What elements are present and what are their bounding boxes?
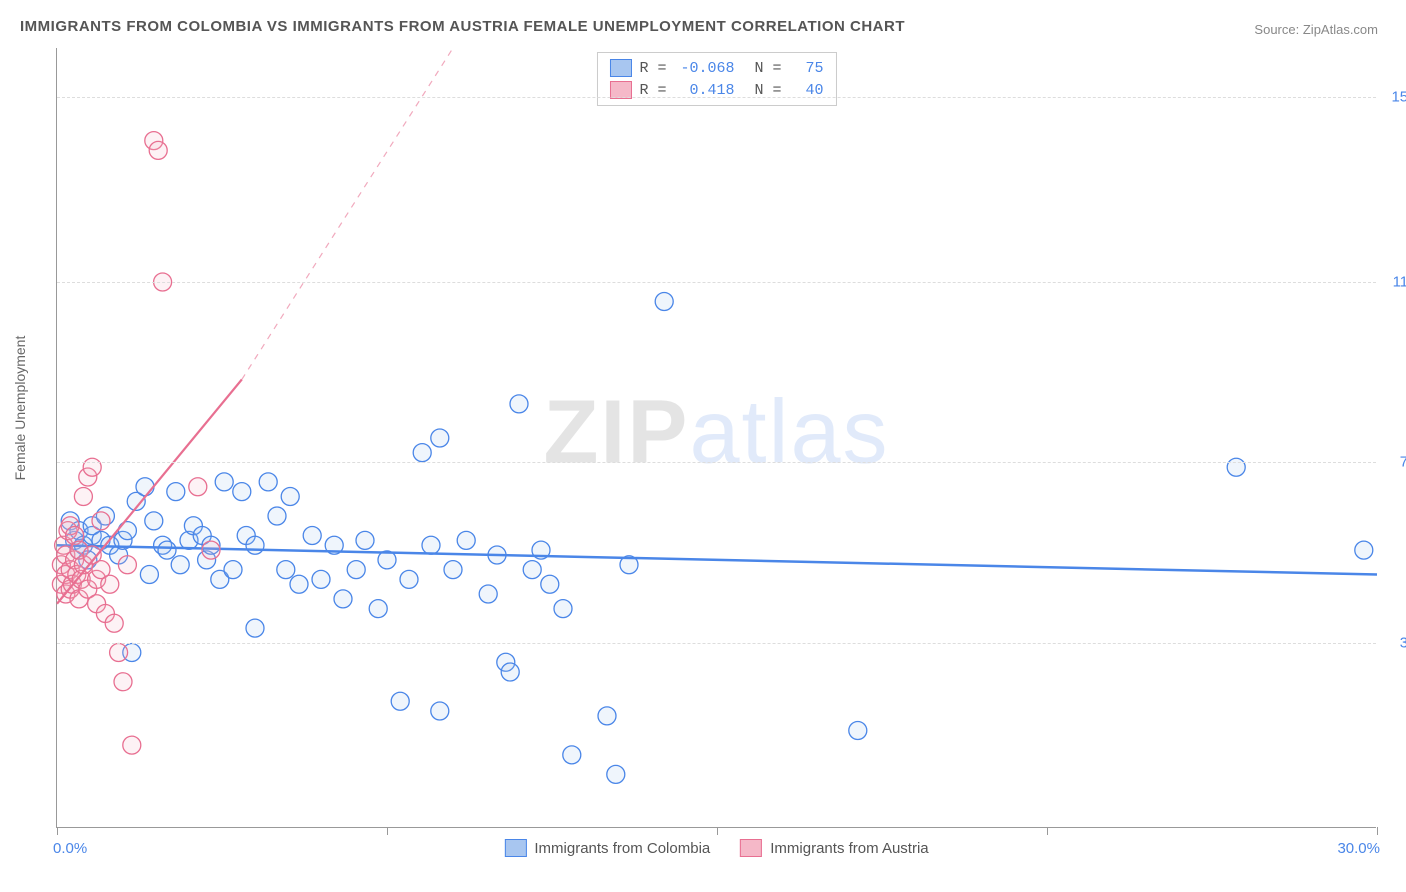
data-point[interactable] (114, 673, 132, 691)
data-point[interactable] (259, 473, 277, 491)
data-point[interactable] (431, 702, 449, 720)
source-value: ZipAtlas.com (1303, 22, 1378, 37)
x-axis-min-label: 0.0% (53, 840, 87, 857)
data-point[interactable] (849, 722, 867, 740)
source-attribution: Source: ZipAtlas.com (1254, 22, 1378, 37)
data-point[interactable] (167, 483, 185, 501)
legend-r-label: R = (639, 60, 666, 77)
data-point[interactable] (523, 561, 541, 579)
data-point[interactable] (83, 458, 101, 476)
scatter-svg (57, 48, 1376, 827)
data-point[interactable] (369, 600, 387, 618)
legend-series-label: Immigrants from Colombia (534, 840, 710, 857)
legend-swatch (740, 839, 762, 857)
data-point[interactable] (268, 507, 286, 525)
data-point[interactable] (312, 570, 330, 588)
data-point[interactable] (391, 692, 409, 710)
gridline (57, 97, 1376, 98)
legend-swatch (609, 59, 631, 77)
legend-r-value: -0.068 (675, 60, 735, 77)
data-point[interactable] (158, 541, 176, 559)
data-point[interactable] (400, 570, 418, 588)
data-point[interactable] (510, 395, 528, 413)
data-point[interactable] (110, 644, 128, 662)
data-point[interactable] (215, 473, 233, 491)
data-point[interactable] (413, 444, 431, 462)
data-point[interactable] (563, 746, 581, 764)
data-point[interactable] (105, 614, 123, 632)
data-point[interactable] (171, 556, 189, 574)
data-point[interactable] (224, 561, 242, 579)
data-point[interactable] (334, 590, 352, 608)
data-point[interactable] (655, 293, 673, 311)
data-point[interactable] (246, 536, 264, 554)
data-point[interactable] (281, 488, 299, 506)
legend-item: Immigrants from Austria (740, 839, 928, 857)
x-tick (1047, 827, 1048, 835)
y-axis-label: Female Unemployment (12, 336, 28, 481)
data-point[interactable] (136, 478, 154, 496)
data-point[interactable] (189, 478, 207, 496)
legend-item: Immigrants from Colombia (504, 839, 710, 857)
data-point[interactable] (246, 619, 264, 637)
series-legend: Immigrants from Colombia Immigrants from … (504, 839, 928, 857)
data-point[interactable] (356, 531, 374, 549)
y-tick-label: 11.2% (1393, 274, 1406, 291)
data-point[interactable] (422, 536, 440, 554)
chart-title: IMMIGRANTS FROM COLOMBIA VS IMMIGRANTS F… (20, 18, 905, 35)
data-point[interactable] (347, 561, 365, 579)
data-point[interactable] (277, 561, 295, 579)
trend-line (57, 545, 1377, 574)
data-point[interactable] (444, 561, 462, 579)
x-tick (1377, 827, 1378, 835)
gridline (57, 282, 1376, 283)
data-point[interactable] (149, 141, 167, 159)
data-point[interactable] (479, 585, 497, 603)
y-tick-label: 15.0% (1391, 88, 1406, 105)
correlation-legend: R =-0.068N =75R =0.418N =40 (596, 52, 836, 106)
x-axis-max-label: 30.0% (1337, 840, 1380, 857)
data-point[interactable] (431, 429, 449, 447)
x-tick (387, 827, 388, 835)
data-point[interactable] (118, 556, 136, 574)
gridline (57, 643, 1376, 644)
data-point[interactable] (290, 575, 308, 593)
data-point[interactable] (101, 575, 119, 593)
data-point[interactable] (123, 736, 141, 754)
data-point[interactable] (1355, 541, 1373, 559)
data-point[interactable] (457, 531, 475, 549)
data-point[interactable] (303, 527, 321, 545)
data-point[interactable] (554, 600, 572, 618)
legend-n-label: N = (755, 60, 782, 77)
source-label: Source: (1254, 22, 1299, 37)
x-tick (57, 827, 58, 835)
data-point[interactable] (92, 512, 110, 530)
y-tick-label: 7.5% (1400, 454, 1406, 471)
data-point[interactable] (202, 541, 220, 559)
legend-series-label: Immigrants from Austria (770, 840, 928, 857)
data-point[interactable] (541, 575, 559, 593)
data-point[interactable] (74, 488, 92, 506)
data-point[interactable] (1227, 458, 1245, 476)
chart-plot-area: ZIPatlas R =-0.068N =75R =0.418N =40 Imm… (56, 48, 1376, 828)
data-point[interactable] (607, 765, 625, 783)
data-point[interactable] (501, 663, 519, 681)
legend-swatch (504, 839, 526, 857)
y-tick-label: 3.8% (1400, 634, 1406, 651)
data-point[interactable] (145, 512, 163, 530)
gridline (57, 462, 1376, 463)
legend-n-value: 75 (790, 60, 824, 77)
legend-row: R = -0.068 N = 75 (609, 57, 823, 79)
data-point[interactable] (598, 707, 616, 725)
data-point[interactable] (140, 566, 158, 584)
x-tick (717, 827, 718, 835)
data-point[interactable] (233, 483, 251, 501)
